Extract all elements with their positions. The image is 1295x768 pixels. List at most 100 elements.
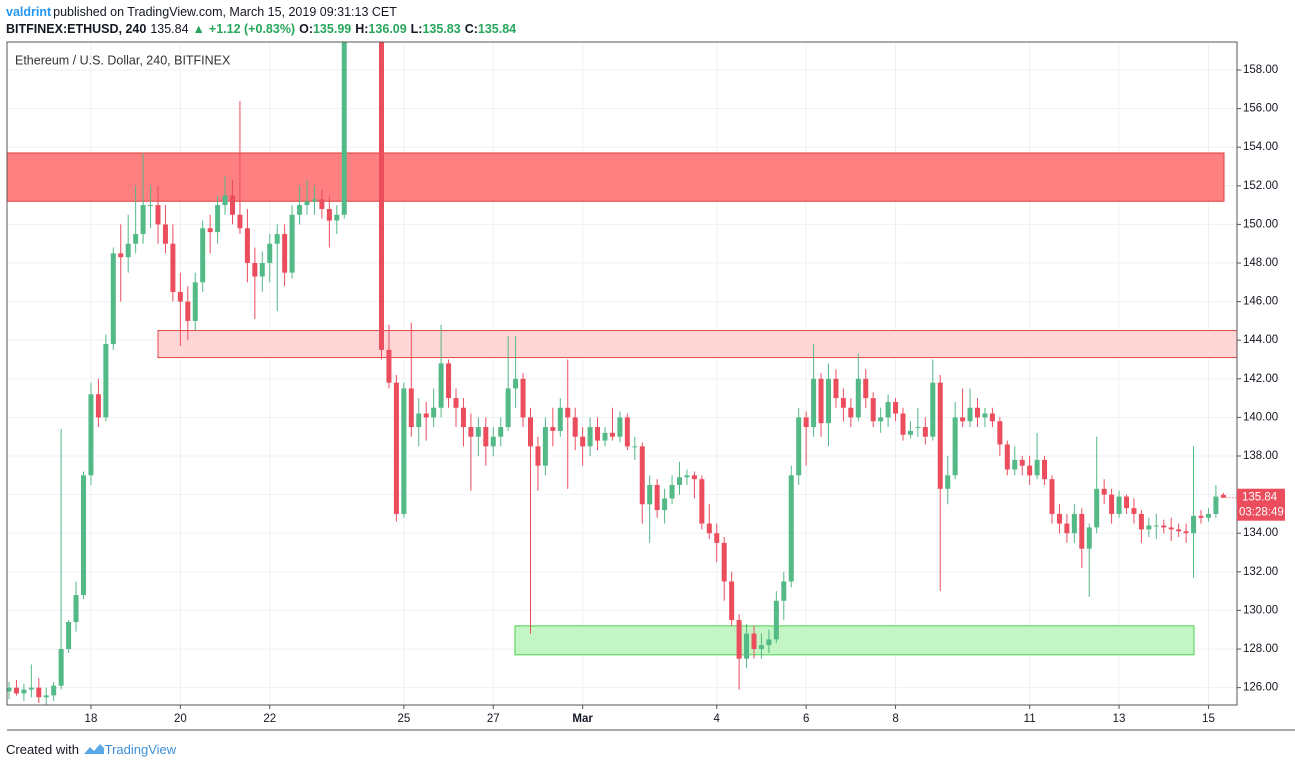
chart: 126.00128.00130.00132.00134.00136.00138.… bbox=[6, 41, 1295, 731]
candle-body bbox=[878, 417, 884, 422]
candle-body bbox=[989, 413, 995, 422]
publish-line: valdrint published on TradingView.com, Ma… bbox=[6, 5, 401, 19]
candle-body bbox=[1071, 513, 1077, 534]
candle-body bbox=[647, 484, 653, 505]
candle-body bbox=[1109, 494, 1115, 514]
x-tick-label: Mar bbox=[572, 713, 593, 725]
author[interactable]: valdrint bbox=[6, 5, 52, 19]
candle-body bbox=[237, 214, 243, 229]
candle-body bbox=[557, 407, 563, 431]
created-with: Created with bbox=[6, 742, 79, 757]
candle-body bbox=[490, 436, 496, 447]
x-tick-label: 15 bbox=[1202, 713, 1215, 725]
candle-body bbox=[721, 542, 727, 582]
candle-body bbox=[684, 475, 690, 478]
candle-body bbox=[36, 687, 42, 698]
candle-body bbox=[736, 620, 742, 659]
candle-body bbox=[222, 195, 228, 206]
candle-body bbox=[453, 398, 459, 408]
candle-body bbox=[125, 243, 131, 258]
x-tick-label: 6 bbox=[803, 713, 809, 725]
last-price-label: 135.84 bbox=[1242, 492, 1278, 504]
candle-body bbox=[289, 214, 295, 273]
candle-body bbox=[505, 388, 511, 428]
candle-body bbox=[803, 417, 809, 428]
candle-body bbox=[95, 394, 101, 418]
candle-body bbox=[669, 484, 675, 499]
candles bbox=[7, 42, 1226, 705]
candle-body bbox=[1019, 459, 1025, 466]
candle-body bbox=[1124, 496, 1129, 509]
candle-body bbox=[632, 446, 638, 448]
candle-body bbox=[73, 594, 79, 623]
candle-body bbox=[1101, 488, 1107, 495]
candle-body bbox=[677, 477, 682, 485]
candle-body bbox=[848, 407, 854, 418]
candle-body bbox=[900, 413, 906, 435]
y-tick-label: 148.00 bbox=[1243, 257, 1278, 269]
candle-body bbox=[528, 417, 533, 447]
candle-body bbox=[706, 523, 712, 534]
x-tick-label: 18 bbox=[85, 713, 98, 725]
candle-body bbox=[513, 378, 519, 389]
candle-body bbox=[1004, 444, 1010, 470]
close: 135.84 bbox=[477, 22, 517, 36]
candle-body bbox=[818, 378, 824, 424]
candle-body bbox=[259, 263, 265, 277]
y-tick-label: 146.00 bbox=[1243, 296, 1278, 308]
y-tick-label: 128.00 bbox=[1243, 643, 1278, 655]
y-tick-label: 140.00 bbox=[1243, 411, 1278, 423]
candle-body bbox=[714, 533, 720, 543]
candle-body bbox=[1027, 465, 1033, 476]
candle-body bbox=[1042, 459, 1048, 480]
candle-body bbox=[230, 195, 235, 215]
countdown: 03:28:49 bbox=[1239, 507, 1284, 519]
symbol: BITFINEX:ETHUSD, 240 bbox=[6, 22, 147, 36]
candle-body bbox=[997, 421, 1003, 445]
candle-body bbox=[766, 639, 772, 646]
candle-body bbox=[729, 581, 735, 621]
candle-body bbox=[781, 581, 787, 601]
candle-body bbox=[297, 205, 303, 215]
candle-body bbox=[915, 427, 921, 429]
brand[interactable]: TradingView bbox=[104, 742, 177, 757]
candle-body bbox=[1064, 523, 1070, 534]
candle-body bbox=[319, 199, 325, 209]
candle-body bbox=[21, 689, 27, 694]
footer: Created with TradingView bbox=[6, 742, 176, 757]
candle-body bbox=[617, 417, 623, 437]
grid bbox=[7, 42, 1237, 705]
candle-body bbox=[1176, 529, 1182, 532]
candle-body bbox=[542, 427, 548, 466]
candle-body bbox=[475, 427, 481, 437]
open: 135.99 bbox=[312, 22, 352, 36]
candle-body bbox=[177, 291, 183, 302]
published: published on TradingView.com, March 15, … bbox=[53, 5, 397, 19]
y-tick-label: 126.00 bbox=[1243, 682, 1278, 694]
candle-body bbox=[88, 394, 94, 476]
candle-body bbox=[162, 224, 168, 244]
candle-body bbox=[483, 427, 489, 447]
candle-body bbox=[192, 282, 198, 321]
x-tick-label: 8 bbox=[892, 713, 898, 725]
candle-body bbox=[1049, 479, 1055, 514]
x-tick-label: 27 bbox=[487, 713, 500, 725]
candle-body bbox=[811, 378, 817, 428]
candle-body bbox=[423, 413, 429, 418]
candle-body bbox=[51, 685, 57, 696]
candle-body bbox=[550, 427, 556, 431]
x-tick-label: 11 bbox=[1024, 713, 1036, 725]
candle-body bbox=[520, 378, 526, 418]
candle-body bbox=[1034, 459, 1040, 476]
candle-body bbox=[341, 42, 347, 215]
open-label: O: bbox=[299, 22, 313, 36]
x-tick-label: 20 bbox=[174, 713, 187, 725]
candle-body bbox=[1198, 515, 1204, 518]
candle-body bbox=[215, 205, 221, 233]
candle-body bbox=[155, 205, 161, 225]
high: 136.09 bbox=[368, 22, 407, 36]
candle-body bbox=[1220, 494, 1226, 498]
candle-body bbox=[1079, 513, 1085, 549]
candle-body bbox=[982, 413, 988, 418]
